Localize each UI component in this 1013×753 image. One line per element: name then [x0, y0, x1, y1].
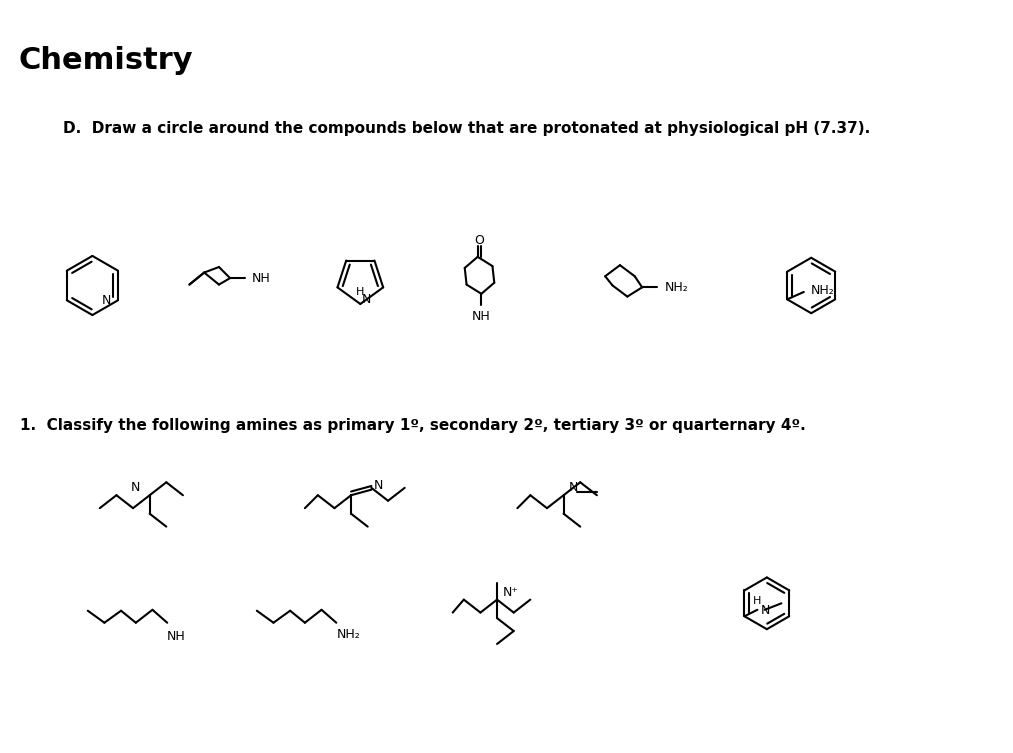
Text: NH₂: NH₂ — [811, 284, 835, 297]
Text: NH₂: NH₂ — [336, 628, 360, 642]
Text: N: N — [363, 293, 372, 306]
Text: NH: NH — [167, 630, 186, 643]
Text: N⁺: N⁺ — [502, 586, 519, 599]
Text: D.  Draw a circle around the compounds below that are protonated at physiologica: D. Draw a circle around the compounds be… — [63, 121, 870, 136]
Text: H: H — [754, 596, 762, 606]
Text: N: N — [761, 604, 771, 617]
Text: N: N — [131, 481, 141, 494]
Text: NH: NH — [252, 272, 271, 285]
Text: N: N — [569, 481, 578, 494]
Text: N: N — [374, 480, 384, 492]
Text: NH: NH — [472, 310, 490, 324]
Text: H: H — [357, 287, 365, 297]
Text: 1.  Classify the following amines as primary 1º, secondary 2º, tertiary 3º or qu: 1. Classify the following amines as prim… — [20, 419, 806, 434]
Text: N: N — [102, 294, 111, 306]
Text: Chemistry: Chemistry — [18, 47, 193, 75]
Text: O: O — [474, 233, 484, 247]
Text: NH₂: NH₂ — [665, 281, 688, 294]
